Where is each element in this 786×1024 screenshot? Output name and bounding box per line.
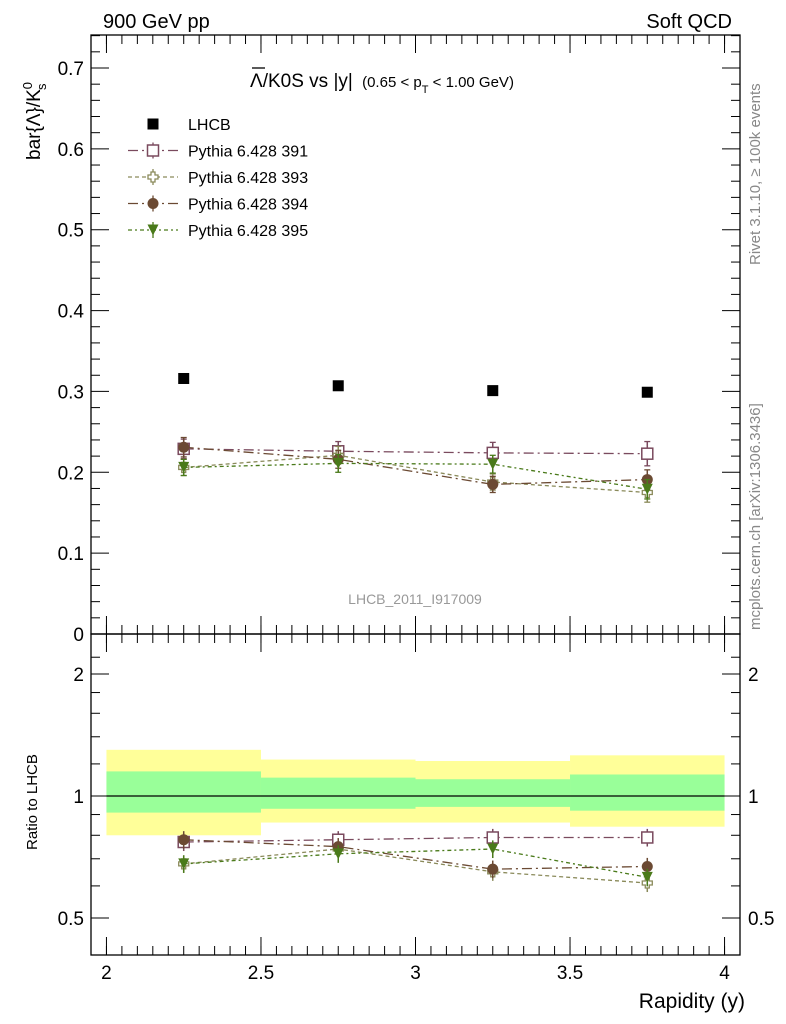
ratio-point bbox=[332, 848, 344, 860]
ratio-plot-area: 0.5 0.5 1 1 2 2 2 2.5 3 3.5 4 bbox=[58, 633, 774, 984]
data-point bbox=[178, 441, 190, 453]
title-sub-post: < 1.00 GeV) bbox=[428, 74, 513, 91]
title-sub-index: T bbox=[422, 84, 429, 96]
title-main: Λ/K0S vs |y| bbox=[250, 71, 353, 92]
ratio-ylabel: Ratio to LHCB bbox=[24, 754, 41, 850]
legend-item-4: Pythia 6.428 395 bbox=[128, 222, 308, 240]
legend: LHCB Pythia 6.428 391 Pythia 6.428 393 Pyth… bbox=[128, 117, 308, 240]
svg-text:Λ/K0S vs |y| (0.65 < pT: Λ/K0S vs |y| (0.65 < pT < 1.00 GeV) bbox=[250, 71, 514, 96]
header-right: Soft QCD bbox=[646, 11, 732, 33]
main-title: Λ/K0S vs |y| (0.65 < pT < 1.00 GeV) bbox=[250, 67, 514, 96]
ratio-point bbox=[487, 843, 499, 855]
ratio-ytick-label: 0.5 bbox=[58, 909, 84, 930]
title-sub-pre: (0.65 < p bbox=[362, 74, 422, 91]
ratio-point bbox=[178, 834, 190, 846]
data-point bbox=[487, 458, 499, 470]
legend-marker bbox=[147, 224, 159, 236]
ratio-ytick-label-right: 0.5 bbox=[748, 909, 774, 930]
main-ytick-label: 0.2 bbox=[58, 463, 84, 484]
ratio-point bbox=[641, 831, 654, 844]
ratio-ytick-label-right: 2 bbox=[748, 665, 759, 686]
ratio-series-3 bbox=[178, 840, 653, 887]
legend-item-1: Pythia 6.428 391 bbox=[128, 142, 308, 161]
x-tick-label: 2.5 bbox=[248, 963, 274, 984]
uncertainty-band-inner bbox=[106, 771, 261, 813]
series-line bbox=[183, 848, 648, 878]
data-point bbox=[641, 386, 653, 398]
uncertainty-band-inner bbox=[570, 774, 725, 811]
legend-item-3: Pythia 6.428 394 bbox=[128, 195, 308, 214]
ratio-series-1 bbox=[178, 840, 653, 893]
legend-label: Pythia 6.428 391 bbox=[188, 144, 308, 161]
series-line bbox=[183, 462, 648, 490]
x-tick-label: 4 bbox=[719, 963, 730, 984]
main-series-3 bbox=[178, 436, 653, 494]
series-line bbox=[183, 848, 648, 884]
ratio-point bbox=[641, 871, 653, 883]
legend-item-0: LHCB bbox=[147, 117, 231, 134]
main-ytick-label: 0.1 bbox=[58, 544, 84, 565]
x-tick-label: 3.5 bbox=[557, 963, 583, 984]
legend-label: Pythia 6.428 393 bbox=[188, 170, 308, 187]
ratio-ytick-label: 1 bbox=[73, 787, 84, 808]
main-ylabel-sub: s bbox=[34, 83, 49, 90]
uncertainty-band-inner bbox=[415, 779, 571, 807]
data-point bbox=[487, 385, 499, 397]
ratio-ytick-label-right: 1 bbox=[748, 787, 759, 808]
legend-item-2: Pythia 6.428 393 bbox=[128, 169, 308, 187]
main-series-2 bbox=[178, 445, 653, 503]
analysis-watermark: LHCB_2011_I917009 bbox=[348, 591, 482, 607]
series-line bbox=[183, 454, 648, 494]
main-ytick-label: 0.5 bbox=[58, 221, 84, 242]
ratio-point bbox=[487, 863, 499, 875]
legend-marker bbox=[147, 198, 159, 209]
main-ytick-label: 0 bbox=[73, 625, 84, 646]
series-line bbox=[183, 446, 648, 486]
main-ytick-label: 0.6 bbox=[58, 140, 84, 161]
mcplots-text: mcplots.cern.ch [arXiv:1306.3436] bbox=[747, 403, 764, 630]
legend-label: Pythia 6.428 394 bbox=[188, 197, 308, 214]
legend-marker bbox=[147, 118, 159, 130]
main-ylabel: bar{Λ}/K0s bbox=[20, 82, 49, 160]
data-point bbox=[332, 457, 344, 469]
series-line bbox=[183, 839, 648, 870]
legend-label: Pythia 6.428 395 bbox=[188, 223, 308, 240]
ratio-frame bbox=[90, 633, 741, 956]
data-point bbox=[178, 461, 190, 473]
ratio-ytick-label: 2 bbox=[73, 665, 84, 686]
x-tick-label: 2 bbox=[101, 963, 112, 984]
data-point bbox=[487, 478, 499, 490]
x-tick-label: 3 bbox=[410, 963, 421, 984]
x-axis-label: Rapidity (y) bbox=[639, 990, 745, 1013]
legend-marker bbox=[147, 171, 159, 183]
ratio-series-2 bbox=[178, 831, 653, 879]
main-ylabel-text: bar{Λ}/K bbox=[24, 89, 45, 160]
series-line bbox=[183, 836, 648, 843]
legend-marker bbox=[146, 144, 160, 157]
uncertainty-band-inner bbox=[260, 777, 416, 809]
header-left: 900 GeV pp bbox=[103, 11, 210, 33]
legend-label: LHCB bbox=[188, 117, 231, 134]
data-point bbox=[178, 372, 190, 384]
main-series-4 bbox=[178, 453, 653, 500]
main-series-0 bbox=[178, 372, 653, 398]
data-point bbox=[332, 380, 344, 392]
main-ytick-label: 0.3 bbox=[58, 382, 84, 403]
ratio-point bbox=[641, 860, 653, 872]
ratio-point bbox=[178, 858, 190, 870]
data-point bbox=[641, 483, 653, 495]
main-ylabel-sup: 0 bbox=[20, 82, 35, 89]
data-point bbox=[641, 447, 654, 460]
main-ytick-label: 0.7 bbox=[58, 59, 84, 80]
rivet-version-text: Rivet 3.1.10, ≥ 100k events bbox=[747, 83, 764, 265]
series-line bbox=[183, 448, 648, 455]
main-plot-area: 0 0.1 0.2 0.3 0.4 0.5 0.6 0.7 bbox=[58, 34, 741, 646]
main-ytick-label: 0.4 bbox=[58, 302, 85, 323]
